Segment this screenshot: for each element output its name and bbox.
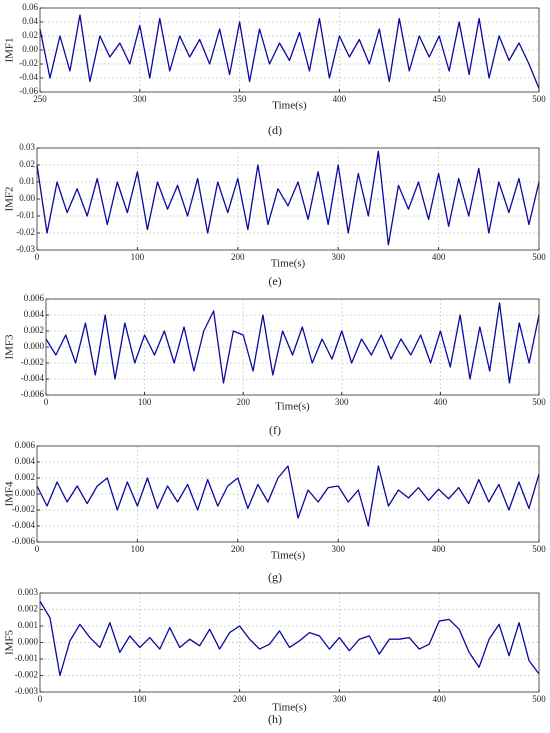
x-tick-label: 300: [331, 252, 345, 262]
y-axis-label: IMF2: [4, 186, 16, 211]
y-tick-label: -0.01: [16, 210, 35, 220]
y-tick-label: 0.002: [24, 325, 44, 335]
x-tick-label: 250: [33, 94, 47, 104]
x-axis-label: Time(s): [272, 100, 307, 112]
plot-frame: [45, 298, 540, 396]
y-tick-label: 0.004: [15, 456, 36, 466]
signal-line: [39, 14, 540, 89]
plot-frame: [36, 445, 540, 543]
y-axis-label: IMF1: [4, 37, 16, 62]
y-tick-label: 0.06: [22, 2, 38, 12]
y-tick-label: 0.03: [19, 142, 35, 152]
x-tick-label: 500: [532, 94, 546, 104]
x-tick-label: 500: [532, 694, 546, 704]
plot-frame: [39, 592, 540, 693]
caption: (g): [268, 570, 282, 584]
y-tick-label: 0.004: [24, 309, 45, 319]
x-tick-label: 350: [233, 94, 247, 104]
x-tick-label: 500: [532, 397, 546, 407]
y-tick-label: -0.02: [19, 58, 38, 68]
y-axis-label: IMF3: [4, 334, 16, 360]
x-tick-label: 100: [131, 544, 145, 554]
y-tick-label: 0.000: [18, 637, 39, 647]
y-tick-label: -0.02: [16, 227, 35, 237]
x-tick-label: 0: [35, 252, 40, 262]
caption: (h): [268, 712, 282, 726]
signal-line: [36, 150, 540, 246]
x-tick-label: 400: [434, 397, 448, 407]
y-tick-label: 0.003: [18, 587, 39, 597]
y-tick-label: -0.002: [21, 357, 44, 367]
x-tick-label: 300: [333, 694, 347, 704]
x-tick-label: 200: [231, 544, 245, 554]
y-tick-label: -0.002: [12, 504, 35, 514]
x-tick-label: 0: [35, 544, 40, 554]
y-tick-label: 0.001: [18, 620, 38, 630]
signal-line: [45, 302, 540, 384]
x-tick-label: 450: [432, 94, 446, 104]
y-tick-label: 0.002: [15, 472, 35, 482]
y-tick-label: 0.000: [24, 341, 45, 351]
caption: (e): [268, 274, 281, 288]
plot-frame: [36, 147, 540, 251]
y-tick-label: -0.003: [15, 686, 39, 696]
x-tick-label: 400: [432, 544, 446, 554]
x-axis-label: Time(s): [272, 702, 307, 714]
y-tick-label: 0.002: [18, 604, 38, 614]
x-tick-label: 400: [432, 694, 446, 704]
y-tick-label: 0.01: [19, 176, 35, 186]
caption: (f): [269, 423, 281, 437]
y-tick-label: -0.001: [15, 653, 38, 663]
y-axis-label: IMF5: [4, 629, 16, 655]
y-tick-label: -0.06: [19, 86, 38, 96]
signal-line: [39, 600, 540, 677]
x-tick-label: 200: [231, 252, 245, 262]
x-tick-label: 200: [236, 397, 250, 407]
caption: (d): [268, 123, 282, 137]
plot-frame: [39, 7, 540, 93]
x-tick-label: 300: [335, 397, 349, 407]
x-tick-label: 0: [38, 694, 43, 704]
x-tick-label: 100: [138, 397, 152, 407]
y-tick-label: -0.04: [19, 72, 38, 82]
y-tick-label: 0.006: [24, 293, 45, 303]
y-axis-label: IMF4: [4, 481, 16, 507]
x-tick-label: 400: [333, 94, 347, 104]
y-tick-label: 0.00: [19, 193, 35, 203]
y-tick-label: -0.006: [12, 536, 36, 546]
y-tick-label: -0.002: [15, 670, 38, 680]
x-tick-label: 300: [133, 94, 147, 104]
x-tick-label: 300: [331, 544, 345, 554]
x-tick-label: 100: [133, 694, 147, 704]
y-tick-label: -0.004: [21, 373, 45, 383]
x-tick-label: 400: [432, 252, 446, 262]
y-tick-label: 0.02: [19, 159, 35, 169]
y-tick-label: -0.03: [16, 244, 35, 254]
y-tick-label: -0.006: [21, 389, 45, 399]
y-tick-label: 0.04: [22, 16, 38, 26]
x-tick-label: 500: [532, 252, 546, 262]
x-tick-label: 200: [233, 694, 247, 704]
x-axis-label: Time(s): [271, 550, 306, 562]
y-tick-label: 0.006: [15, 440, 36, 450]
x-axis-label: Time(s): [271, 258, 306, 270]
y-tick-label: -0.004: [12, 520, 36, 530]
x-axis-label: Time(s): [275, 401, 310, 413]
signal-line: [36, 465, 540, 527]
y-tick-label: 0.00: [22, 44, 38, 54]
x-tick-label: 500: [532, 544, 546, 554]
y-tick-label: 0.000: [15, 488, 36, 498]
y-tick-label: 0.02: [22, 30, 38, 40]
x-tick-label: 0: [44, 397, 49, 407]
x-tick-label: 100: [131, 252, 145, 262]
